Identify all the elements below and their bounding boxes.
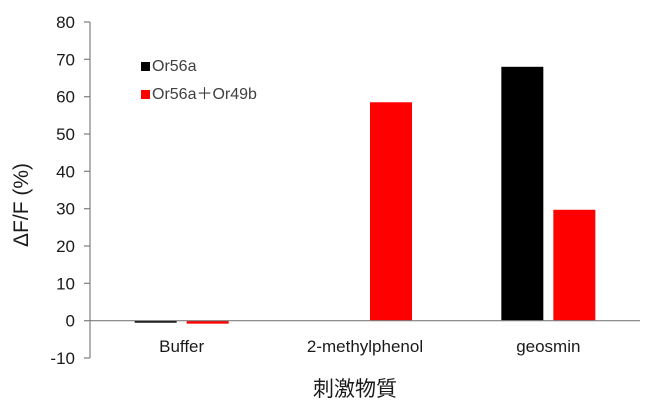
x-tick-label: 2-methylphenol: [307, 337, 423, 356]
bar-or56a-geosmin: [501, 66, 544, 321]
y-tick-label: 10: [56, 274, 75, 293]
bar-or56a-buffer: [134, 320, 177, 323]
y-tick-label: -10: [50, 349, 75, 368]
legend-label: Or56a＋Or49b: [152, 86, 257, 103]
legend: Or56a Or56a＋Or49b: [141, 58, 257, 103]
bar-or56a-or49b-2-methylphenol: [370, 102, 412, 321]
y-tick-label: 40: [56, 162, 75, 181]
bar-or56a-or49b-buffer: [186, 320, 229, 324]
axes: [89, 22, 640, 358]
bars: [134, 66, 596, 324]
y-axis-title: ΔF/F (%): [10, 163, 33, 247]
y-tick-label: 60: [56, 88, 75, 107]
y-tick-label: 80: [56, 13, 75, 32]
y-tick-label: 70: [56, 50, 75, 69]
y-tick-label: 0: [66, 312, 75, 331]
x-axis-tick-labels: Buffer 2-methylphenol geosmin: [159, 337, 580, 356]
y-tick-label: 30: [56, 200, 75, 219]
x-tick-label: Buffer: [159, 337, 204, 356]
y-axis-ticks: -10 0 10 20 30 40 50 60 70 80: [50, 13, 90, 368]
legend-swatch: [141, 90, 150, 99]
legend-swatch: [141, 62, 150, 71]
legend-label: Or56a: [152, 58, 197, 75]
y-tick-label: 20: [56, 237, 75, 256]
x-axis-title: 刺激物質: [313, 378, 397, 401]
x-tick-label: geosmin: [516, 337, 580, 356]
y-tick-label: 50: [56, 125, 75, 144]
bar-or56a-or49b-geosmin: [553, 209, 596, 321]
